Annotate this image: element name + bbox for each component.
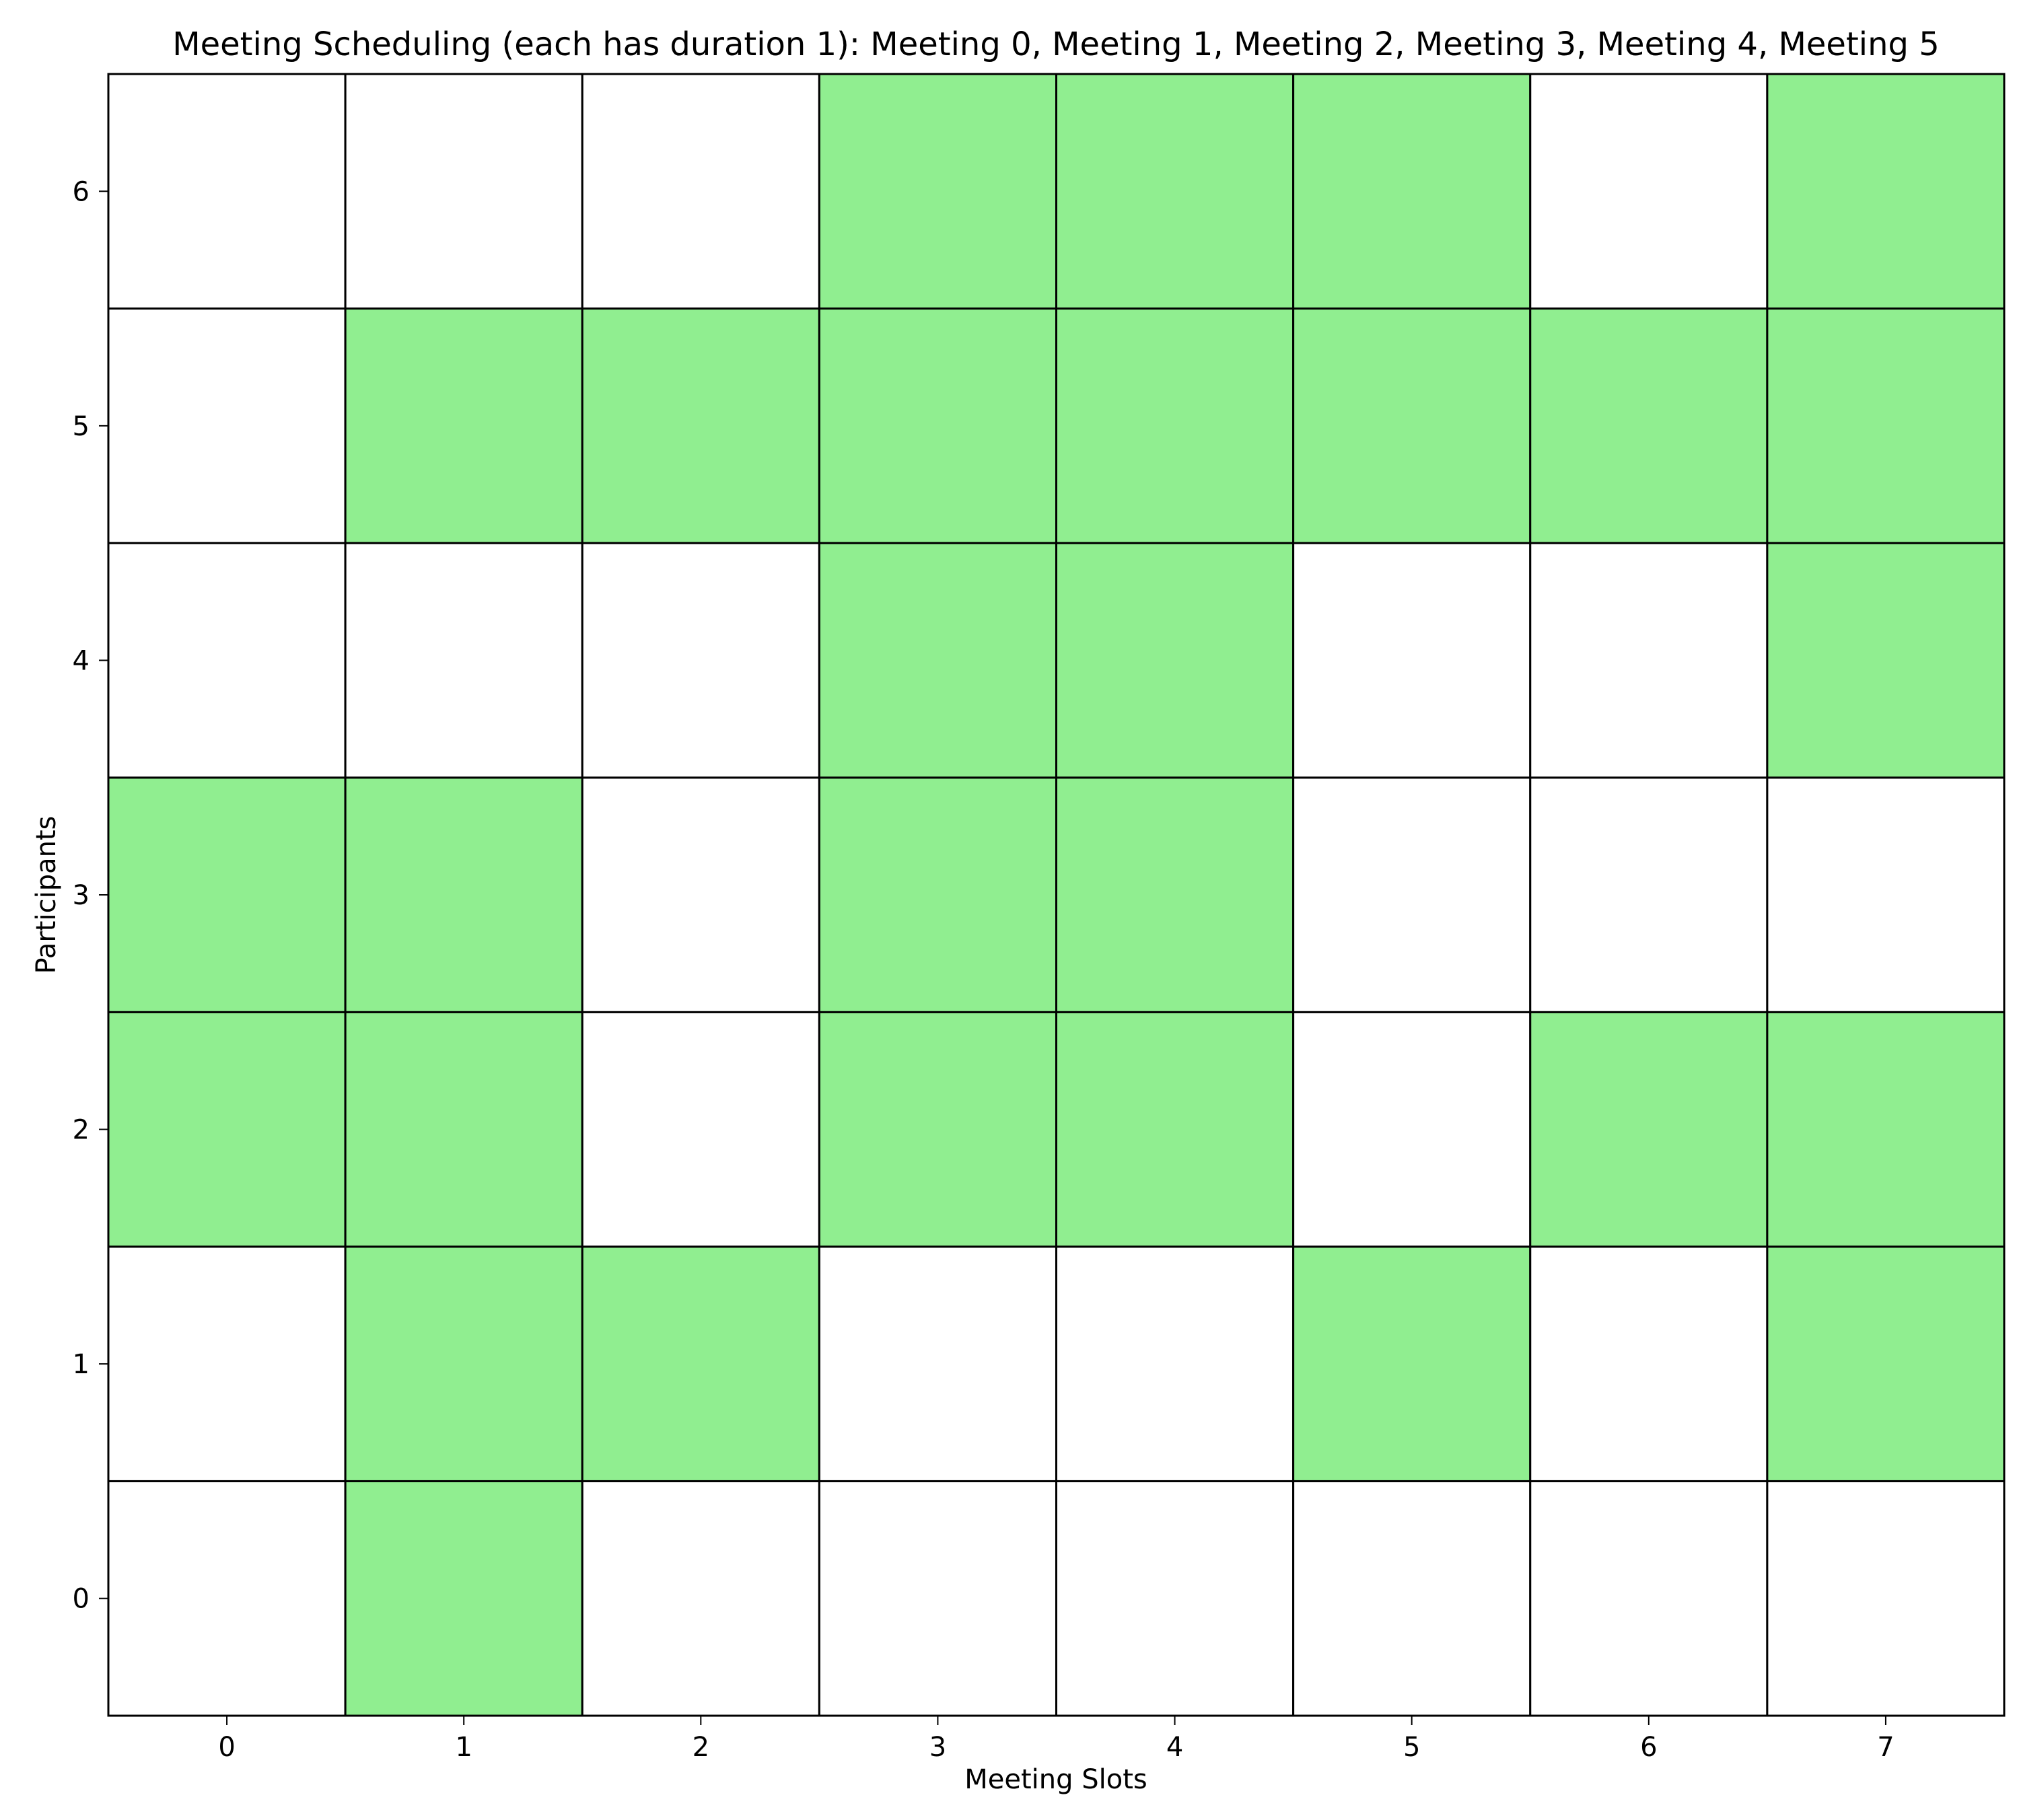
- y-tick-label: 3: [73, 880, 90, 911]
- cell-p3-s6: [1529, 776, 1769, 1013]
- y-tick-label: 6: [73, 176, 90, 207]
- cell-p0-s0: [107, 1480, 347, 1717]
- cell-p0-s1: [344, 1480, 583, 1717]
- cell-p4-s1: [344, 542, 583, 779]
- cell-p6-s0: [107, 73, 347, 310]
- cell-p4-s2: [581, 542, 820, 779]
- y-tick-label: 5: [73, 411, 90, 442]
- cell-p0-s4: [1055, 1480, 1295, 1717]
- cell-p6-s1: [344, 73, 583, 310]
- y-tick-label: 0: [73, 1584, 90, 1615]
- cell-p6-s4: [1055, 73, 1295, 310]
- cell-p5-s0: [107, 307, 347, 544]
- cell-p2-s7: [1766, 1011, 2006, 1248]
- cell-p0-s6: [1529, 1480, 1769, 1717]
- cell-p2-s6: [1529, 1011, 1769, 1248]
- x-tick-label: 3: [929, 1732, 946, 1763]
- cell-p2-s1: [344, 1011, 583, 1248]
- cell-p6-s5: [1292, 73, 1532, 310]
- cell-p3-s7: [1766, 776, 2006, 1013]
- x-tick-label: 4: [1166, 1732, 1183, 1763]
- cell-p3-s1: [344, 776, 583, 1013]
- cell-p1-s0: [107, 1245, 347, 1482]
- cell-p5-s3: [818, 307, 1057, 544]
- cell-p4-s6: [1529, 542, 1769, 779]
- cell-p1-s3: [818, 1245, 1057, 1482]
- x-tick-label: 6: [1640, 1732, 1657, 1763]
- cell-p2-s4: [1055, 1011, 1295, 1248]
- cell-p6-s3: [818, 73, 1057, 310]
- cell-p4-s5: [1292, 542, 1532, 779]
- x-tick-label: 1: [455, 1732, 472, 1763]
- cell-p1-s6: [1529, 1245, 1769, 1482]
- cell-p1-s7: [1766, 1245, 2006, 1482]
- cell-p4-s0: [107, 542, 347, 779]
- x-tick-label: 5: [1403, 1732, 1420, 1763]
- cell-p2-s5: [1292, 1011, 1532, 1248]
- cell-p5-s4: [1055, 307, 1295, 544]
- x-tick-label: 2: [693, 1732, 709, 1763]
- cell-p0-s2: [581, 1480, 820, 1717]
- cell-p3-s3: [818, 776, 1057, 1013]
- cell-p5-s6: [1529, 307, 1769, 544]
- x-tick-label: 7: [1877, 1732, 1894, 1763]
- x-axis-label: Meeting Slots: [964, 1764, 1147, 1795]
- x-tick-label: 0: [218, 1732, 235, 1763]
- y-tick-label: 2: [73, 1115, 90, 1146]
- cell-p3-s2: [581, 776, 820, 1013]
- cell-p3-s0: [107, 776, 347, 1013]
- cell-p0-s3: [818, 1480, 1057, 1717]
- cells-layer: [107, 73, 2006, 1717]
- y-tick-label: 1: [73, 1349, 90, 1380]
- cell-p6-s7: [1766, 73, 2006, 310]
- cell-p3-s5: [1292, 776, 1532, 1013]
- cell-p1-s2: [581, 1245, 820, 1482]
- cell-p2-s2: [581, 1011, 820, 1248]
- cell-p4-s3: [818, 542, 1057, 779]
- cell-p2-s3: [818, 1011, 1057, 1248]
- cell-p1-s5: [1292, 1245, 1532, 1482]
- x-axis-ticks: 0 1 2 3 4 5 6 7: [218, 1716, 1894, 1763]
- cell-p5-s2: [581, 307, 820, 544]
- cell-p3-s4: [1055, 776, 1295, 1013]
- cell-p5-s7: [1766, 307, 2006, 544]
- cell-p4-s4: [1055, 542, 1295, 779]
- cell-p0-s5: [1292, 1480, 1532, 1717]
- cell-p5-s1: [344, 307, 583, 544]
- cell-p2-s0: [107, 1011, 347, 1248]
- cell-p6-s2: [581, 73, 820, 310]
- cell-p1-s1: [344, 1245, 583, 1482]
- cell-p6-s6: [1529, 73, 1769, 310]
- cell-p0-s7: [1766, 1480, 2006, 1717]
- cell-p5-s5: [1292, 307, 1532, 544]
- y-tick-label: 4: [73, 645, 90, 676]
- y-axis-ticks: 0 1 2 3 4 5 6: [73, 176, 108, 1615]
- chart-title: Meeting Scheduling (each has duration 1)…: [172, 26, 1940, 63]
- cell-p1-s4: [1055, 1245, 1295, 1482]
- cell-p4-s7: [1766, 542, 2006, 779]
- y-axis-label: Participants: [31, 816, 62, 974]
